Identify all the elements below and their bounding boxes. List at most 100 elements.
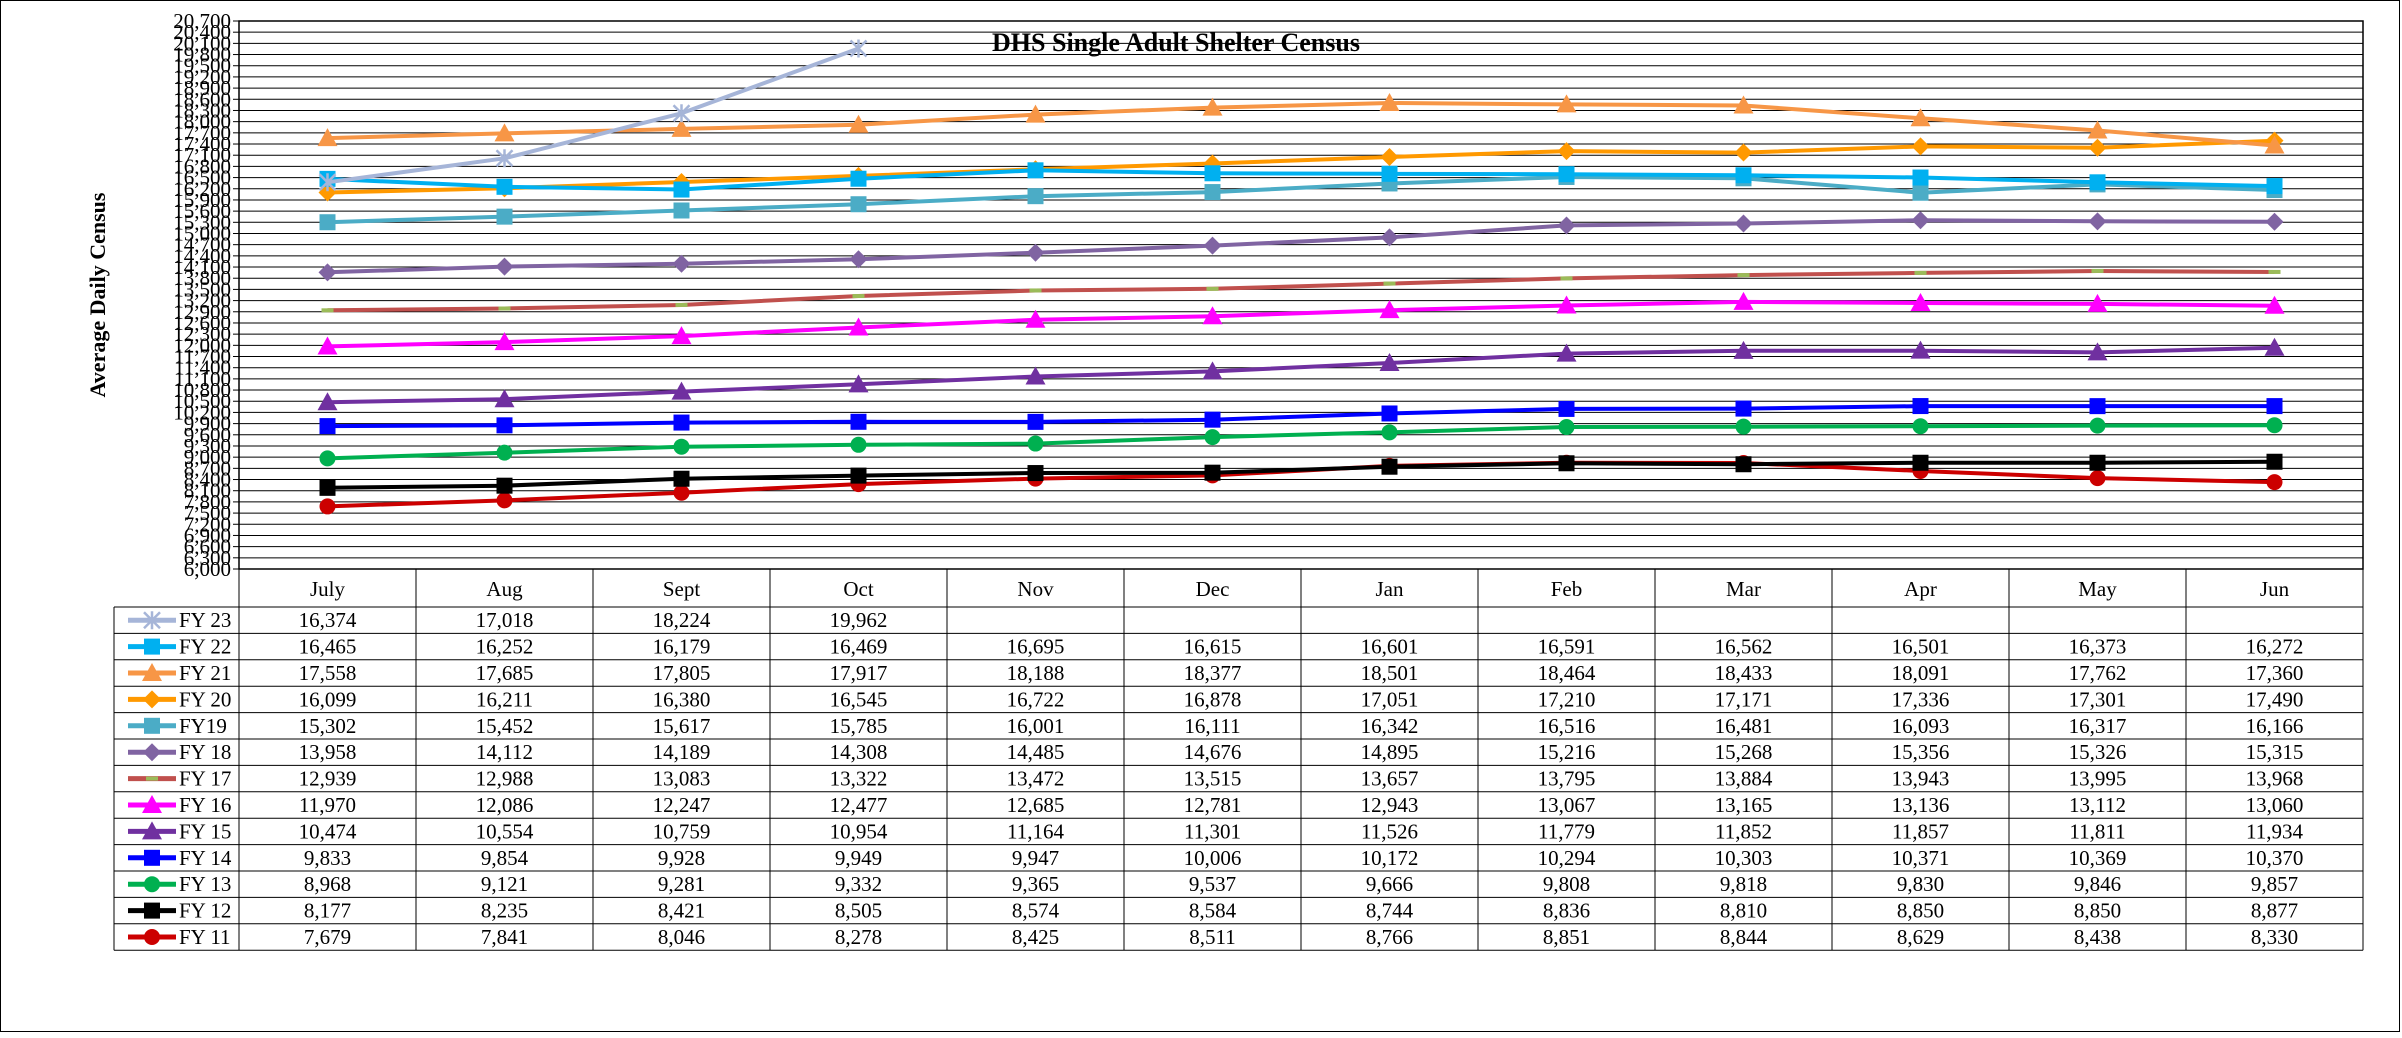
table-cell: 13,067 — [1538, 793, 1596, 817]
data-point — [318, 173, 337, 192]
y-tick-label: 9,600 — [184, 423, 231, 447]
data-point — [495, 257, 514, 276]
table-cell: 16,591 — [1538, 635, 1596, 659]
series-line — [327, 218, 2275, 275]
table-cell: 16,380 — [653, 687, 711, 711]
data-point — [2266, 474, 2283, 491]
table-cell: 8,844 — [1720, 925, 1768, 949]
table-cell: 8,278 — [835, 925, 882, 949]
table-cell: 16,317 — [2069, 714, 2127, 738]
data-point — [673, 181, 690, 198]
data-point — [673, 438, 690, 455]
table-cell: 9,857 — [2251, 872, 2298, 896]
data-point — [144, 638, 160, 655]
legend-key — [128, 663, 176, 681]
series-fy-21 — [317, 92, 2285, 154]
table-cell: 14,485 — [1007, 740, 1065, 764]
table-cell: 13,515 — [1184, 767, 1242, 791]
data-point — [671, 118, 692, 137]
table-cell: 13,136 — [1892, 793, 1950, 817]
y-tick-label: 7,500 — [184, 501, 231, 525]
y-tick-label: 15,300 — [173, 210, 231, 234]
table-cell: 8,850 — [1897, 899, 1944, 923]
data-point — [1026, 243, 1045, 262]
series-fy-13 — [319, 417, 2283, 467]
y-tick-label: 19,500 — [173, 54, 231, 78]
data-point — [1556, 295, 1577, 314]
table-cell: 8,968 — [304, 872, 351, 896]
table-cell: 8,744 — [1366, 899, 1414, 923]
table-cell: 8,046 — [658, 925, 705, 949]
table-cell: 17,336 — [1892, 687, 1950, 711]
data-point — [2087, 120, 2108, 139]
table-cell: 9,854 — [481, 846, 529, 870]
table-cell: 9,121 — [481, 872, 528, 896]
table-cell: 8,810 — [1720, 899, 1767, 923]
table-cell: 17,762 — [2069, 661, 2127, 685]
data-point — [319, 450, 336, 467]
table-cell: 9,949 — [835, 846, 882, 870]
table-cell: 8,505 — [835, 899, 882, 923]
data-point — [1381, 405, 1398, 422]
data-point — [1910, 340, 1931, 359]
table-cell: 10,371 — [1892, 846, 1950, 870]
table-cell: 17,685 — [476, 661, 534, 685]
data-point — [1735, 456, 1752, 473]
table-cell: 16,601 — [1361, 635, 1419, 659]
table-cell: 8,584 — [1189, 899, 1237, 923]
data-point — [2266, 398, 2283, 415]
table-cell: 12,781 — [1184, 793, 1242, 817]
x-tick-label: Apr — [1904, 577, 1937, 601]
y-tick-label: 8,400 — [184, 468, 231, 492]
table-cell: 11,526 — [1361, 819, 1418, 843]
table-cell: 9,830 — [1897, 872, 1944, 896]
table-cell: 10,370 — [2246, 846, 2304, 870]
table-cell: 16,001 — [1007, 714, 1065, 738]
series-fy-18 — [318, 211, 2284, 282]
data-point — [495, 149, 514, 168]
y-axis-ticks: 6,0006,3006,6006,9007,2007,5007,8008,100… — [173, 9, 239, 581]
y-tick-label: 16,200 — [173, 177, 231, 201]
y-tick-label: 14,100 — [173, 255, 231, 279]
data-point — [1912, 454, 1929, 471]
y-tick-label: 17,100 — [173, 143, 231, 167]
table-cell: 18,188 — [1007, 661, 1065, 685]
table-cell: 16,211 — [476, 687, 533, 711]
data-point — [672, 104, 691, 123]
table-cell: 13,060 — [2246, 793, 2304, 817]
data-point — [494, 123, 515, 142]
legend-label: FY 15 — [179, 819, 231, 843]
table-cell: 8,850 — [2074, 899, 2121, 923]
data-point — [1204, 411, 1221, 428]
data-point — [671, 381, 692, 400]
y-tick-label: 9,000 — [184, 445, 231, 469]
series-line — [327, 345, 2275, 405]
y-tick-label: 13,500 — [173, 277, 231, 301]
data-point — [673, 484, 690, 501]
data-point — [496, 417, 513, 434]
data-point — [1558, 166, 1575, 183]
table-cell: 14,112 — [476, 740, 533, 764]
table-cell: 16,516 — [1538, 714, 1596, 738]
legend-label: FY 22 — [179, 635, 231, 659]
data-point — [1381, 165, 1398, 182]
data-point — [1912, 184, 1929, 201]
legend-label: FY 23 — [179, 608, 231, 632]
table-cell: 16,272 — [2246, 635, 2304, 659]
table-cell: 15,268 — [1715, 740, 1773, 764]
data-point — [496, 208, 513, 225]
chart-title: DHS Single Adult Shelter Census — [992, 28, 1360, 57]
data-point — [1204, 429, 1221, 446]
table-cell: 9,537 — [1189, 872, 1236, 896]
legend-label: FY 16 — [179, 793, 231, 817]
legend-key — [128, 743, 176, 762]
y-tick-label: 14,400 — [173, 244, 231, 268]
series-line — [327, 269, 2275, 313]
x-tick-label: Jun — [2260, 577, 2290, 601]
data-point — [321, 308, 334, 313]
table-cell: 9,947 — [1012, 846, 1059, 870]
data-point — [319, 418, 336, 435]
data-point — [1558, 419, 1575, 436]
table-cell: 14,895 — [1361, 740, 1419, 764]
data-point — [143, 690, 161, 709]
